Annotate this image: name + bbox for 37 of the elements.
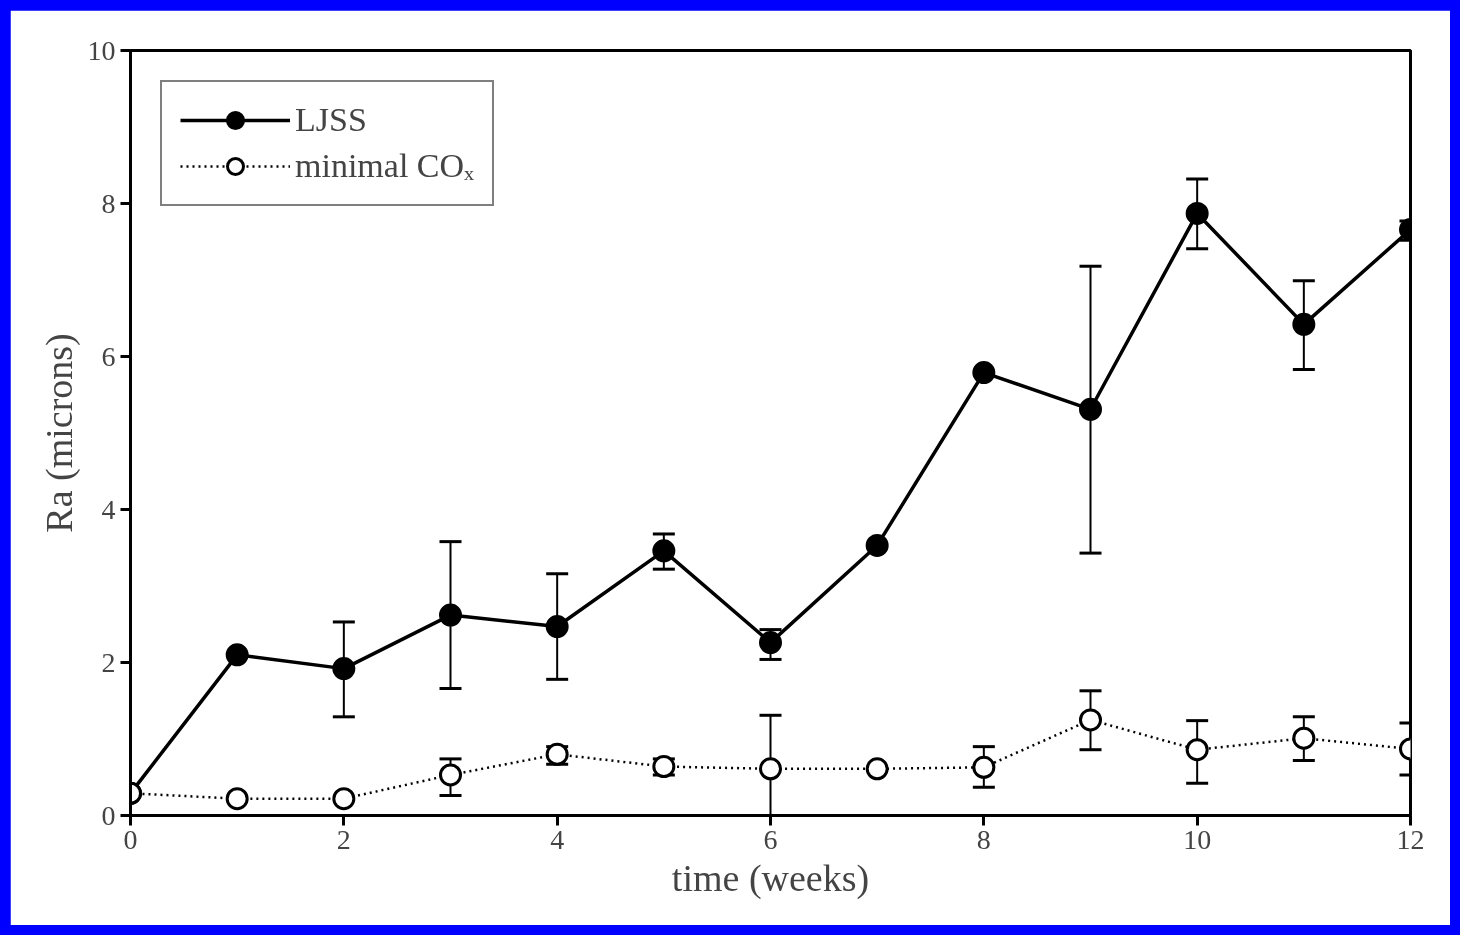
point bbox=[439, 763, 462, 787]
point bbox=[1292, 726, 1316, 750]
point bbox=[652, 539, 676, 563]
y-tick-label: 0 bbox=[101, 799, 116, 831]
point bbox=[332, 787, 356, 811]
x-axis-title: time (weeks) bbox=[671, 856, 870, 900]
point bbox=[545, 615, 569, 639]
y-tick-label: 8 bbox=[101, 187, 116, 219]
point bbox=[225, 643, 249, 667]
point bbox=[1292, 312, 1316, 336]
point bbox=[972, 361, 996, 385]
point bbox=[1079, 708, 1102, 732]
y-tick-label: 4 bbox=[101, 493, 116, 525]
point bbox=[1185, 738, 1209, 762]
point bbox=[865, 533, 889, 557]
point bbox=[865, 757, 889, 781]
x-tick-label: 6 bbox=[763, 823, 778, 855]
point bbox=[759, 757, 782, 781]
point bbox=[332, 657, 356, 681]
y-tick-label: 2 bbox=[101, 646, 116, 678]
point bbox=[439, 603, 462, 627]
y-tick-label: 10 bbox=[87, 34, 116, 66]
y-tick-label: 6 bbox=[101, 340, 116, 372]
point bbox=[225, 787, 249, 811]
y-axis-title: Ra (microns) bbox=[37, 333, 81, 533]
x-tick-label: 8 bbox=[976, 823, 991, 855]
point bbox=[972, 755, 996, 779]
x-tick-label: 12 bbox=[1396, 823, 1425, 855]
x-tick-label: 2 bbox=[336, 823, 351, 855]
x-tick-label: 4 bbox=[550, 823, 565, 855]
legend-label: minimal COₓ bbox=[295, 147, 474, 185]
point bbox=[759, 631, 782, 655]
x-tick-label: 10 bbox=[1183, 823, 1212, 855]
point bbox=[1185, 201, 1209, 225]
legend-label: LJSS bbox=[295, 101, 367, 139]
x-tick-label: 0 bbox=[123, 823, 138, 855]
point bbox=[1079, 397, 1102, 421]
